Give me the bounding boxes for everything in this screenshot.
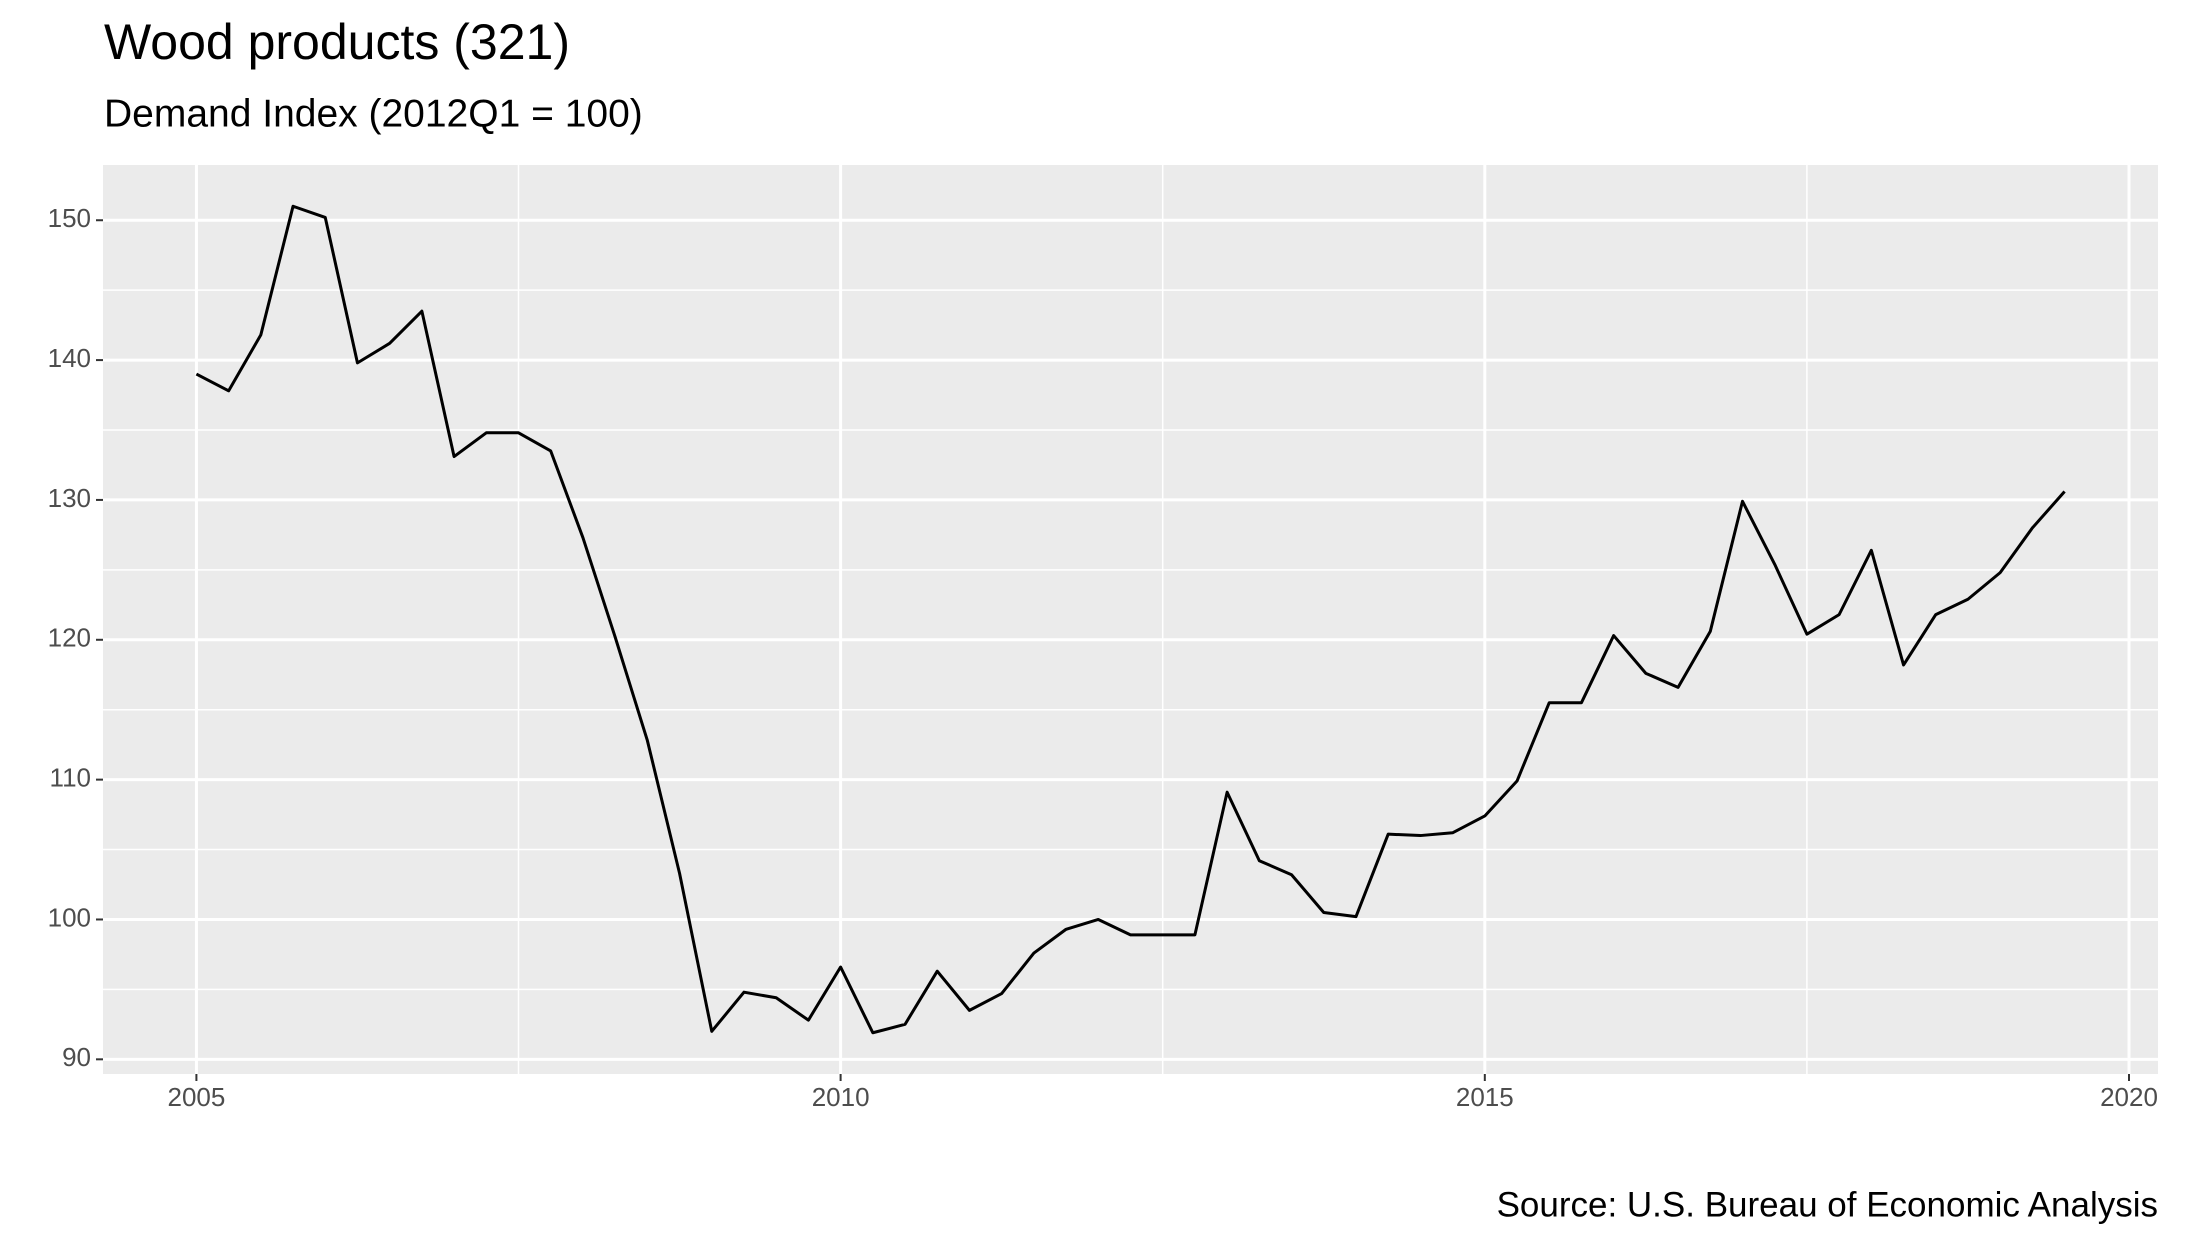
panel <box>103 165 2158 1074</box>
x-tick-label: 2015 <box>1456 1082 1514 1112</box>
y-tick-label: 100 <box>48 902 91 932</box>
x-tick-label: 2005 <box>167 1082 225 1112</box>
y-tick-label: 140 <box>48 343 91 373</box>
y-tick-label: 150 <box>48 203 91 233</box>
x-tick-label: 2010 <box>812 1082 870 1112</box>
data-line <box>195 204 2066 1035</box>
chart-subtitle: Demand Index (2012Q1 = 100) <box>104 92 643 135</box>
caption: Source: U.S. Bureau of Economic Analysis <box>1497 1185 2158 1224</box>
x-tick-label: 2020 <box>2100 1082 2158 1112</box>
y-tick-label: 130 <box>48 483 91 513</box>
chart-title: Wood products (321) <box>104 14 570 70</box>
y-tick-label: 110 <box>50 762 91 792</box>
y-tick-label: 90 <box>62 1042 91 1072</box>
y-tick-label: 120 <box>48 623 91 653</box>
